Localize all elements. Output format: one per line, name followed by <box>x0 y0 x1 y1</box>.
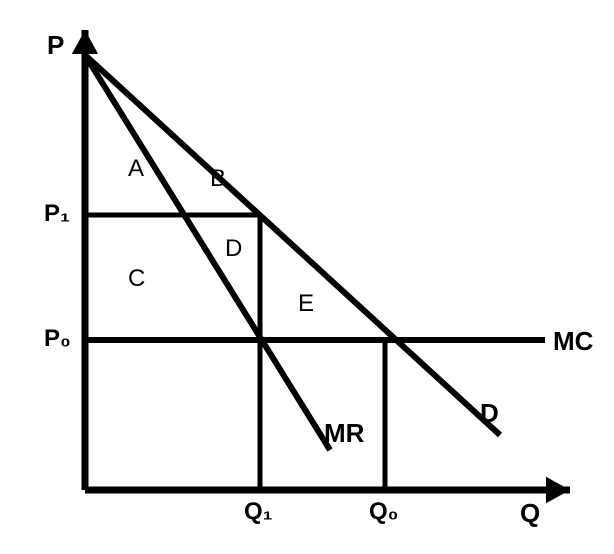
axis-label-y: P <box>47 30 64 61</box>
region-label-c: C <box>128 265 145 293</box>
region-label-b: B <box>210 165 226 193</box>
axis-label-x: Q <box>520 498 540 529</box>
tick-label-q0: Q₀ <box>369 498 398 526</box>
region-label-e: E <box>298 290 314 318</box>
diagram-svg <box>0 0 614 554</box>
tick-label-p1: P₁ <box>44 200 70 228</box>
tick-label-q1: Q₁ <box>244 498 273 526</box>
region-label-a: A <box>128 155 144 183</box>
tick-label-p0: P₀ <box>44 325 71 353</box>
econ-diagram: P Q P₁ P₀ Q₁ Q₀ MC MR D A B C D E <box>0 0 614 554</box>
curve-label-mc: MC <box>553 326 593 357</box>
region-label-d: D <box>225 235 242 263</box>
curve-label-mr: MR <box>324 418 364 449</box>
curve-label-d: D <box>480 398 499 429</box>
